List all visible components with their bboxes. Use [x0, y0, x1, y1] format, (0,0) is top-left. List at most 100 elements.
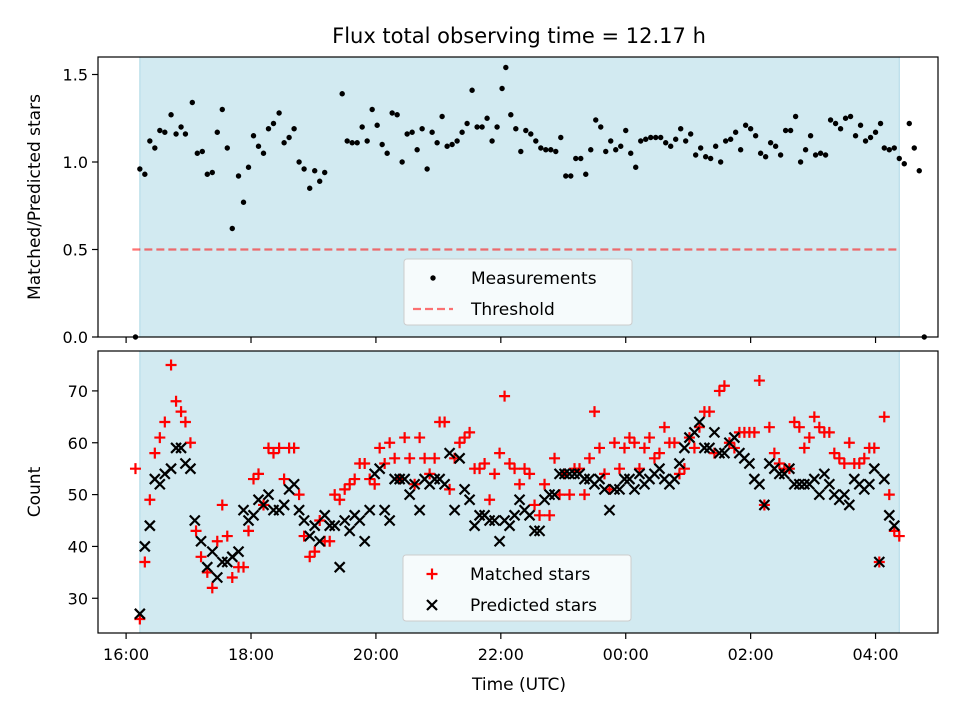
data-point	[813, 421, 825, 433]
data-point	[852, 133, 859, 139]
data-point	[157, 127, 163, 134]
data-point	[807, 133, 814, 139]
data-point	[598, 124, 604, 130]
data-point	[782, 127, 789, 134]
data-point	[618, 442, 630, 454]
data-point	[424, 166, 430, 172]
legend-label: Threshold	[470, 300, 555, 320]
data-point	[219, 106, 225, 113]
data-point	[667, 143, 674, 149]
data-point	[469, 87, 475, 93]
data-point	[323, 519, 336, 532]
data-point	[822, 152, 829, 158]
data-point	[638, 138, 644, 144]
data-point	[373, 462, 386, 475]
legend: Matched stars Predicted stars	[402, 554, 632, 622]
y-tick-label: 50	[68, 486, 88, 505]
data-point	[693, 416, 706, 428]
data-point	[563, 468, 576, 480]
data-point	[454, 437, 466, 449]
legend-marker	[426, 568, 438, 580]
data-point	[508, 509, 521, 522]
data-point	[533, 138, 539, 144]
data-point	[369, 478, 381, 490]
data-point	[568, 173, 574, 179]
data-point	[603, 148, 609, 155]
data-point	[588, 147, 594, 153]
data-point	[257, 499, 270, 511]
data-point	[343, 525, 356, 537]
ratio-panel: 0.0 0.5 1.0 1.5 Matched/Predicted stars Measu…	[25, 56, 939, 347]
axes-frame	[97, 350, 939, 634]
data-point	[633, 164, 639, 170]
data-point	[394, 112, 400, 118]
data-point	[613, 483, 626, 496]
data-point	[216, 499, 228, 511]
data-point	[278, 499, 290, 511]
data-point	[608, 437, 620, 449]
data-point	[648, 134, 654, 141]
data-point	[623, 127, 629, 134]
x-tick-label: 00:00	[603, 645, 649, 664]
data-point	[518, 148, 524, 155]
data-point	[513, 126, 519, 132]
data-point	[404, 131, 410, 137]
data-point	[842, 115, 849, 121]
data-point	[144, 494, 156, 506]
data-point	[788, 416, 800, 428]
data-point	[593, 117, 599, 123]
data-point	[358, 535, 371, 548]
data-point	[408, 478, 421, 491]
data-point	[564, 489, 576, 501]
data-point	[179, 416, 191, 428]
data-point	[428, 473, 441, 485]
data-point	[168, 112, 174, 118]
x-tick-label: 18:00	[228, 645, 274, 664]
data-point	[589, 406, 601, 418]
data-point	[322, 169, 328, 176]
data-point	[139, 540, 151, 553]
data-point	[708, 426, 721, 439]
data-point	[653, 462, 666, 475]
data-point	[413, 504, 426, 516]
data-point	[369, 106, 375, 113]
data-point	[165, 359, 177, 371]
data-point	[878, 473, 891, 485]
data-point	[838, 488, 851, 501]
data-point	[189, 514, 201, 527]
data-point	[499, 85, 505, 92]
data-point	[823, 478, 836, 491]
data-point	[504, 457, 516, 469]
data-point	[838, 457, 850, 469]
data-point	[713, 447, 726, 459]
data-point	[663, 140, 669, 146]
data-point	[443, 447, 456, 459]
data-point	[211, 571, 224, 584]
legend-box	[403, 258, 633, 326]
data-point	[573, 155, 579, 162]
data-point	[483, 514, 496, 527]
data-point	[434, 140, 440, 146]
data-point	[544, 509, 556, 521]
data-point	[817, 150, 824, 156]
data-point	[837, 126, 844, 132]
data-point	[752, 133, 759, 139]
data-point	[267, 447, 279, 459]
data-point	[250, 133, 257, 139]
data-point	[529, 499, 541, 511]
data-point	[553, 148, 559, 155]
data-point	[307, 185, 313, 191]
data-point	[608, 483, 621, 496]
data-point	[543, 488, 556, 501]
data-point	[308, 519, 321, 532]
y-tick-label: 40	[68, 537, 88, 556]
data-point	[247, 509, 260, 522]
data-point	[777, 152, 784, 158]
data-point	[758, 499, 771, 511]
data-point	[229, 225, 235, 232]
y-tick-label: 1.0	[63, 153, 88, 172]
data-point	[534, 509, 546, 521]
data-point	[672, 136, 679, 142]
data-point	[678, 463, 690, 475]
data-point	[464, 426, 476, 438]
